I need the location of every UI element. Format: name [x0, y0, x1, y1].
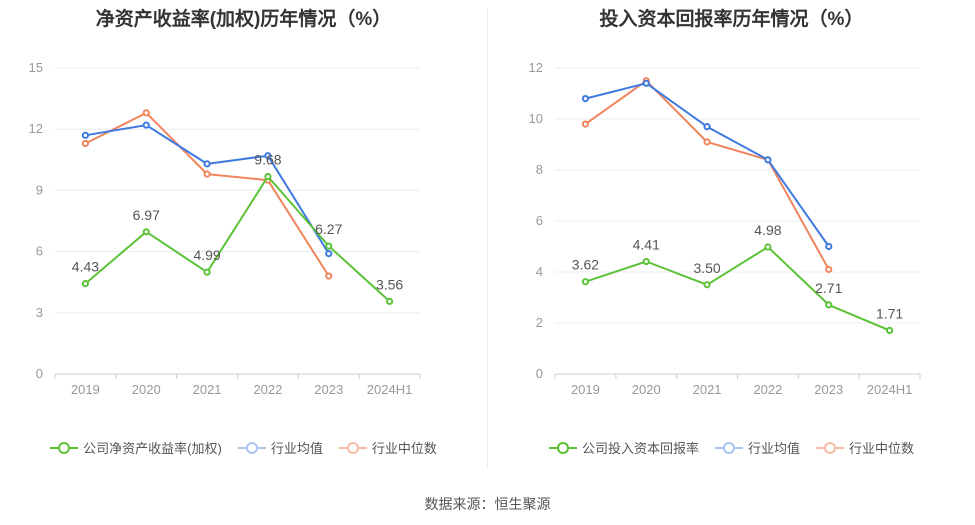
data-point: [825, 301, 833, 309]
y-tick-label: 3: [36, 305, 43, 320]
legend-marker-icon: [816, 441, 844, 455]
series-line: [84, 175, 391, 303]
roe-chart: 0 3 6 9 12 15 2019 2020 2021 2022 2023 2024H1 4.43 6.…: [29, 60, 421, 397]
legend-label: 行业均值: [747, 441, 800, 456]
data-point: [642, 257, 650, 266]
chart-title: 净资产收益率(加权)历年情况（%）: [95, 9, 392, 30]
x-tick-label: 2023: [314, 382, 343, 397]
data-point: [81, 280, 90, 288]
data-label: 4.99: [193, 247, 220, 263]
data-label: 4.43: [72, 259, 99, 275]
chart-title: 投入资本回报率历年情况（%）: [599, 9, 864, 30]
data-point: [81, 131, 90, 139]
y-tick-label: 12: [529, 60, 543, 75]
data-point: [203, 170, 211, 178]
y-tick-label: 8: [536, 162, 543, 177]
roe-chart-panel: 净资产收益率(加权)历年情况（%） 0 3 6 9 12 15 2019 2020 2021 20…: [0, 0, 487, 470]
y-tick-label: 0: [536, 366, 543, 381]
data-label: 3.62: [572, 257, 599, 273]
data-point: [885, 326, 894, 334]
data-label: 6.27: [315, 221, 342, 237]
x-tick-label: 2021: [693, 382, 722, 397]
legend-item-industry-mean[interactable]: 行业均值: [237, 438, 323, 457]
y-tick-label: 6: [536, 213, 543, 228]
data-point: [703, 123, 711, 131]
roic-chart: 0 2 4 6 8 10 12 2019 2020 2021 2022 2023 2024H1 3.62 4…: [529, 60, 921, 397]
data-point: [703, 281, 711, 289]
data-label: 2.71: [815, 280, 842, 296]
x-tick-label: 2022: [753, 382, 782, 397]
legend-item-company[interactable]: 公司净资产收益率(加权): [50, 438, 222, 457]
x-tick-label: 2021: [193, 382, 222, 397]
data-point: [264, 152, 272, 160]
x-tick-label: 2024H1: [367, 382, 413, 397]
series-line: [585, 82, 830, 248]
legend-item-company[interactable]: 公司投入资本回报率: [548, 438, 699, 457]
data-label: 3.56: [376, 276, 403, 292]
data-point: [325, 242, 333, 250]
data-point: [581, 278, 590, 286]
data-point: [325, 272, 333, 280]
data-label: 3.50: [693, 260, 720, 276]
data-point: [142, 228, 150, 236]
legend-label: 公司净资产收益率(加权): [83, 441, 222, 456]
y-tick-label: 9: [36, 182, 43, 197]
data-label: 4.98: [754, 222, 781, 238]
x-tick-label: 2019: [71, 382, 100, 397]
y-tick-label: 10: [529, 111, 543, 126]
legend-marker-icon: [237, 441, 266, 455]
legend-label: 行业均值: [270, 441, 323, 456]
y-tick-label: 6: [36, 244, 43, 259]
y-tick-label: 2: [536, 315, 543, 330]
legend-marker-icon: [714, 441, 743, 455]
data-point: [142, 109, 150, 117]
legend-item-industry-median[interactable]: 行业中位数: [338, 438, 437, 457]
data-point: [764, 243, 772, 251]
panel-divider: [487, 8, 488, 468]
series-line: [585, 246, 890, 332]
x-tick-label: 2020: [632, 382, 661, 397]
y-tick-label: 0: [36, 366, 43, 381]
series-line: [85, 124, 330, 255]
data-point: [581, 95, 590, 103]
data-point: [142, 121, 150, 129]
data-point: [81, 139, 90, 148]
legend-label: 行业中位数: [849, 441, 915, 456]
legend-marker-icon: [548, 441, 577, 455]
x-tick-label: 2024H1: [867, 382, 913, 397]
data-point: [325, 250, 333, 258]
data-point: [825, 242, 833, 251]
legend-label: 公司投入资本回报率: [581, 441, 699, 456]
data-point: [581, 120, 590, 128]
roic-chart-panel: 投入资本回报率历年情况（%） 0 2 4 6 8 10 12 2019 2020 2021 2022…: [488, 0, 975, 470]
data-point: [385, 297, 394, 305]
data-point: [703, 138, 711, 146]
data-label: 4.41: [633, 237, 660, 253]
data-point: [825, 265, 833, 274]
x-tick-label: 2019: [571, 382, 600, 397]
legend: 公司投入资本回报率 行业均值 行业中位数: [488, 438, 975, 457]
data-point: [642, 79, 650, 87]
data-point: [764, 156, 772, 164]
y-tick-label: 12: [29, 121, 43, 136]
y-tick-label: 4: [536, 264, 543, 279]
legend-marker-icon: [338, 441, 367, 455]
legend: 公司净资产收益率(加权) 行业均值 行业中位数: [0, 438, 487, 457]
data-point: [203, 160, 211, 168]
data-point: [264, 172, 272, 181]
legend-item-industry-median[interactable]: 行业中位数: [816, 438, 914, 457]
data-label: 9.68: [254, 152, 281, 168]
legend-item-industry-mean[interactable]: 行业均值: [714, 438, 800, 457]
data-label: 6.97: [133, 207, 160, 223]
legend-marker-icon: [50, 441, 79, 455]
data-source: 数据来源：恒生聚源: [424, 496, 551, 512]
y-tick-label: 15: [29, 60, 43, 75]
data-point: [203, 268, 211, 276]
x-tick-label: 2022: [253, 382, 282, 397]
legend-label: 行业中位数: [371, 441, 437, 456]
x-tick-label: 2023: [814, 382, 843, 397]
data-label: 1.71: [876, 305, 903, 321]
x-tick-label: 2020: [132, 382, 161, 397]
series-line: [584, 79, 830, 270]
